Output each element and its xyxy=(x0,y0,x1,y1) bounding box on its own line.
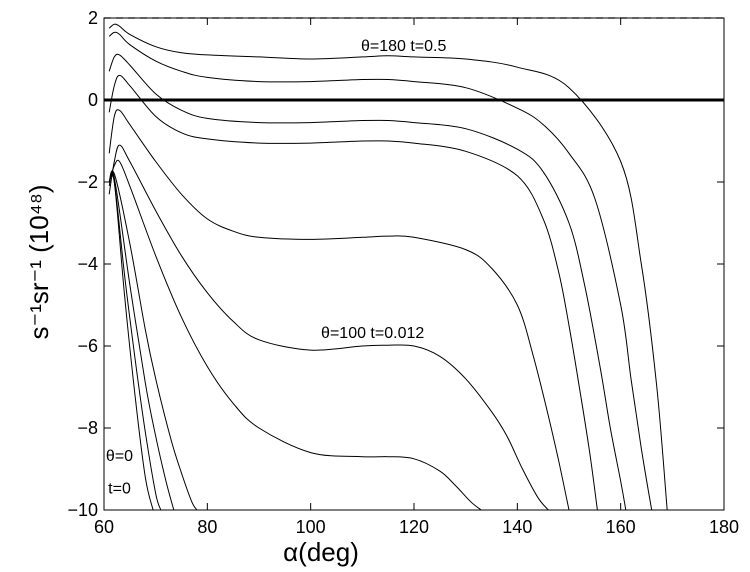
series-line-7 xyxy=(108,159,482,510)
series-line-4 xyxy=(108,74,598,510)
plot-frame xyxy=(103,17,725,511)
x-tick-label: 140 xyxy=(502,517,532,537)
x-tick-label: 80 xyxy=(197,517,217,537)
series-line-6 xyxy=(108,144,549,510)
x-tick-label: 100 xyxy=(296,517,326,537)
y-tick-label: −4 xyxy=(77,254,98,274)
series-lines xyxy=(108,23,668,510)
y-tick-label: −8 xyxy=(77,418,98,438)
annotation-label: θ=0 xyxy=(106,448,133,465)
annotation-label: θ=180 t=0.5 xyxy=(361,38,447,55)
x-axis-label: α(deg) xyxy=(283,537,359,567)
series-line-8 xyxy=(108,170,198,510)
x-tick-label: 180 xyxy=(709,517,739,537)
series-line-2 xyxy=(108,31,653,510)
ticks: 60 80 100 120 140 160 180 −10 −8 −6 −4 −2 0 2 xyxy=(67,8,739,537)
x-tick-label: 60 xyxy=(94,517,114,537)
x-tick-label: 120 xyxy=(399,517,429,537)
annotation-label: t=0 xyxy=(108,481,131,498)
axes xyxy=(103,17,725,511)
reference-lines xyxy=(104,17,724,102)
series-line-11 xyxy=(108,173,154,510)
y-axis-label: s⁻¹sr⁻¹ (10⁴⁸) xyxy=(24,184,54,339)
y-tick-label: 0 xyxy=(88,90,98,110)
series-line-3 xyxy=(108,53,627,510)
y-tick-label: −6 xyxy=(77,336,98,356)
y-tick-label: 2 xyxy=(88,8,98,28)
y-tick-label: −2 xyxy=(77,172,98,192)
series-line-5 xyxy=(108,109,570,510)
series-line-9 xyxy=(108,170,175,510)
annotation-label: θ=100 t=0.012 xyxy=(321,325,424,342)
y-tick-label: −10 xyxy=(67,500,98,520)
x-tick-label: 160 xyxy=(606,517,636,537)
series-line-1 xyxy=(108,23,668,510)
annotations: θ=180 t=0.5 θ=100 t=0.012 θ=0 t=0 xyxy=(106,38,447,498)
